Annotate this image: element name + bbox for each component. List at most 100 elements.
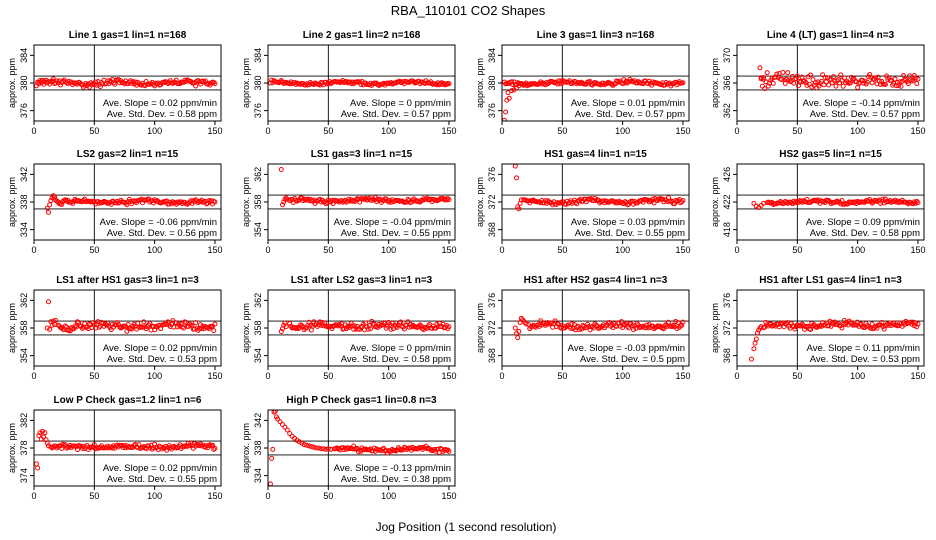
data-point <box>211 328 217 334</box>
y-axis-label: approx. ppm <box>241 58 251 108</box>
slope-annotation: Ave. Slope = -0.13 ppm/min <box>334 463 451 474</box>
data-points <box>512 164 686 212</box>
data-point <box>284 427 290 433</box>
data-point <box>278 167 284 173</box>
data-point <box>316 322 322 328</box>
data-point <box>179 324 185 330</box>
data-point <box>50 76 56 82</box>
data-point <box>897 79 903 85</box>
data-point <box>47 81 53 87</box>
data-point <box>783 76 789 82</box>
x-tick-label: 100 <box>147 491 162 501</box>
x-tick-label: 100 <box>850 126 865 136</box>
x-tick-label: 150 <box>207 371 222 381</box>
data-point <box>503 109 509 115</box>
data-point <box>892 76 898 82</box>
data-point <box>318 446 324 452</box>
data-point <box>64 445 70 451</box>
x-tick-label: 50 <box>557 371 567 381</box>
data-point <box>301 442 307 448</box>
data-points <box>44 193 218 215</box>
data-point <box>377 323 383 329</box>
x-tick-label: 150 <box>675 245 690 255</box>
chart-panel: Line 3 gas=1 lin=3 n=168 0 50 100 150 376 380 3… <box>475 30 690 136</box>
data-point <box>505 90 511 96</box>
x-tick-label: 100 <box>850 245 865 255</box>
x-tick-label: 100 <box>147 371 162 381</box>
data-point <box>748 356 754 362</box>
data-point <box>279 202 285 208</box>
data-point <box>294 324 300 330</box>
y-axis-label: approx. ppm <box>710 58 720 108</box>
chart-panel: HS1 after LS1 gas=4 lin=1 n=3 0 50 100 150 36… <box>710 275 925 381</box>
y-tick-label: 362 <box>19 293 29 308</box>
data-point <box>620 324 626 330</box>
y-tick-label: 358 <box>253 194 263 209</box>
data-point <box>804 82 810 88</box>
chart-panels: Line 1 gas=1 lin=1 n=168 0 50 100 150 376 380 3… <box>7 30 925 501</box>
data-point <box>188 322 194 328</box>
data-point <box>827 318 833 324</box>
chart-panel: LS2 gas=2 lin=1 n=15 0 50 100 150 334 338 342ap… <box>7 149 222 255</box>
data-point <box>640 199 646 205</box>
data-point <box>62 323 68 329</box>
y-tick-label: 380 <box>19 75 29 90</box>
x-tick-label: 0 <box>499 371 504 381</box>
y-tick-label: 376 <box>487 167 497 182</box>
data-point <box>202 78 208 84</box>
data-point <box>782 80 788 86</box>
x-tick-label: 100 <box>147 245 162 255</box>
data-point <box>124 328 130 334</box>
data-point <box>141 319 147 325</box>
data-point <box>53 317 59 323</box>
x-tick-label: 150 <box>207 245 222 255</box>
data-point <box>35 465 41 471</box>
data-point <box>393 80 399 86</box>
data-point <box>175 324 181 330</box>
x-tick-label: 150 <box>910 245 925 255</box>
x-tick-label: 0 <box>31 491 36 501</box>
data-point <box>407 321 413 327</box>
data-point <box>308 444 314 450</box>
data-point <box>583 199 589 205</box>
x-tick-label: 0 <box>31 245 36 255</box>
data-point <box>446 197 452 203</box>
x-tick-label: 100 <box>850 371 865 381</box>
chart-panel: LS1 after LS2 gas=3 lin=1 n=3 0 50 100 150 35… <box>241 275 456 381</box>
std-dev-annotation: Ave. Std. Dev. = 0.5 ppm <box>580 354 685 365</box>
x-tick-label: 150 <box>441 126 456 136</box>
slope-annotation: Ave. Slope = 0.03 ppm/min <box>571 217 685 228</box>
data-point <box>68 199 74 205</box>
y-tick-label: 372 <box>722 320 732 335</box>
data-point <box>193 83 199 89</box>
data-point <box>368 326 374 332</box>
data-point <box>418 323 424 329</box>
figure-x-axis-label: Jog Position (1 second resolution) <box>376 520 557 534</box>
x-tick-label: 150 <box>207 491 222 501</box>
data-point <box>45 209 51 215</box>
x-tick-label: 50 <box>792 245 802 255</box>
data-point <box>618 319 624 325</box>
data-point <box>164 321 170 327</box>
data-point <box>279 422 285 428</box>
data-point <box>272 410 278 414</box>
data-point <box>757 65 763 71</box>
data-point <box>353 197 359 203</box>
data-point <box>603 323 609 329</box>
data-point <box>556 78 562 84</box>
data-point <box>59 445 65 451</box>
y-tick-label: 376 <box>722 293 732 308</box>
chart-panel: HS1 gas=4 lin=1 n=15 0 50 100 150 368 372 376ap… <box>475 149 690 255</box>
data-point <box>72 323 78 329</box>
slope-annotation: Ave. Slope = 0.02 ppm/min <box>103 463 217 474</box>
data-point <box>568 325 574 331</box>
y-tick-label: 372 <box>487 194 497 209</box>
x-tick-label: 50 <box>557 245 567 255</box>
data-point <box>548 320 554 326</box>
y-tick-label: 418 <box>722 222 732 237</box>
y-tick-label: 334 <box>19 222 29 237</box>
y-tick-label: 384 <box>253 48 263 63</box>
data-point <box>347 323 353 329</box>
data-point <box>859 77 865 83</box>
